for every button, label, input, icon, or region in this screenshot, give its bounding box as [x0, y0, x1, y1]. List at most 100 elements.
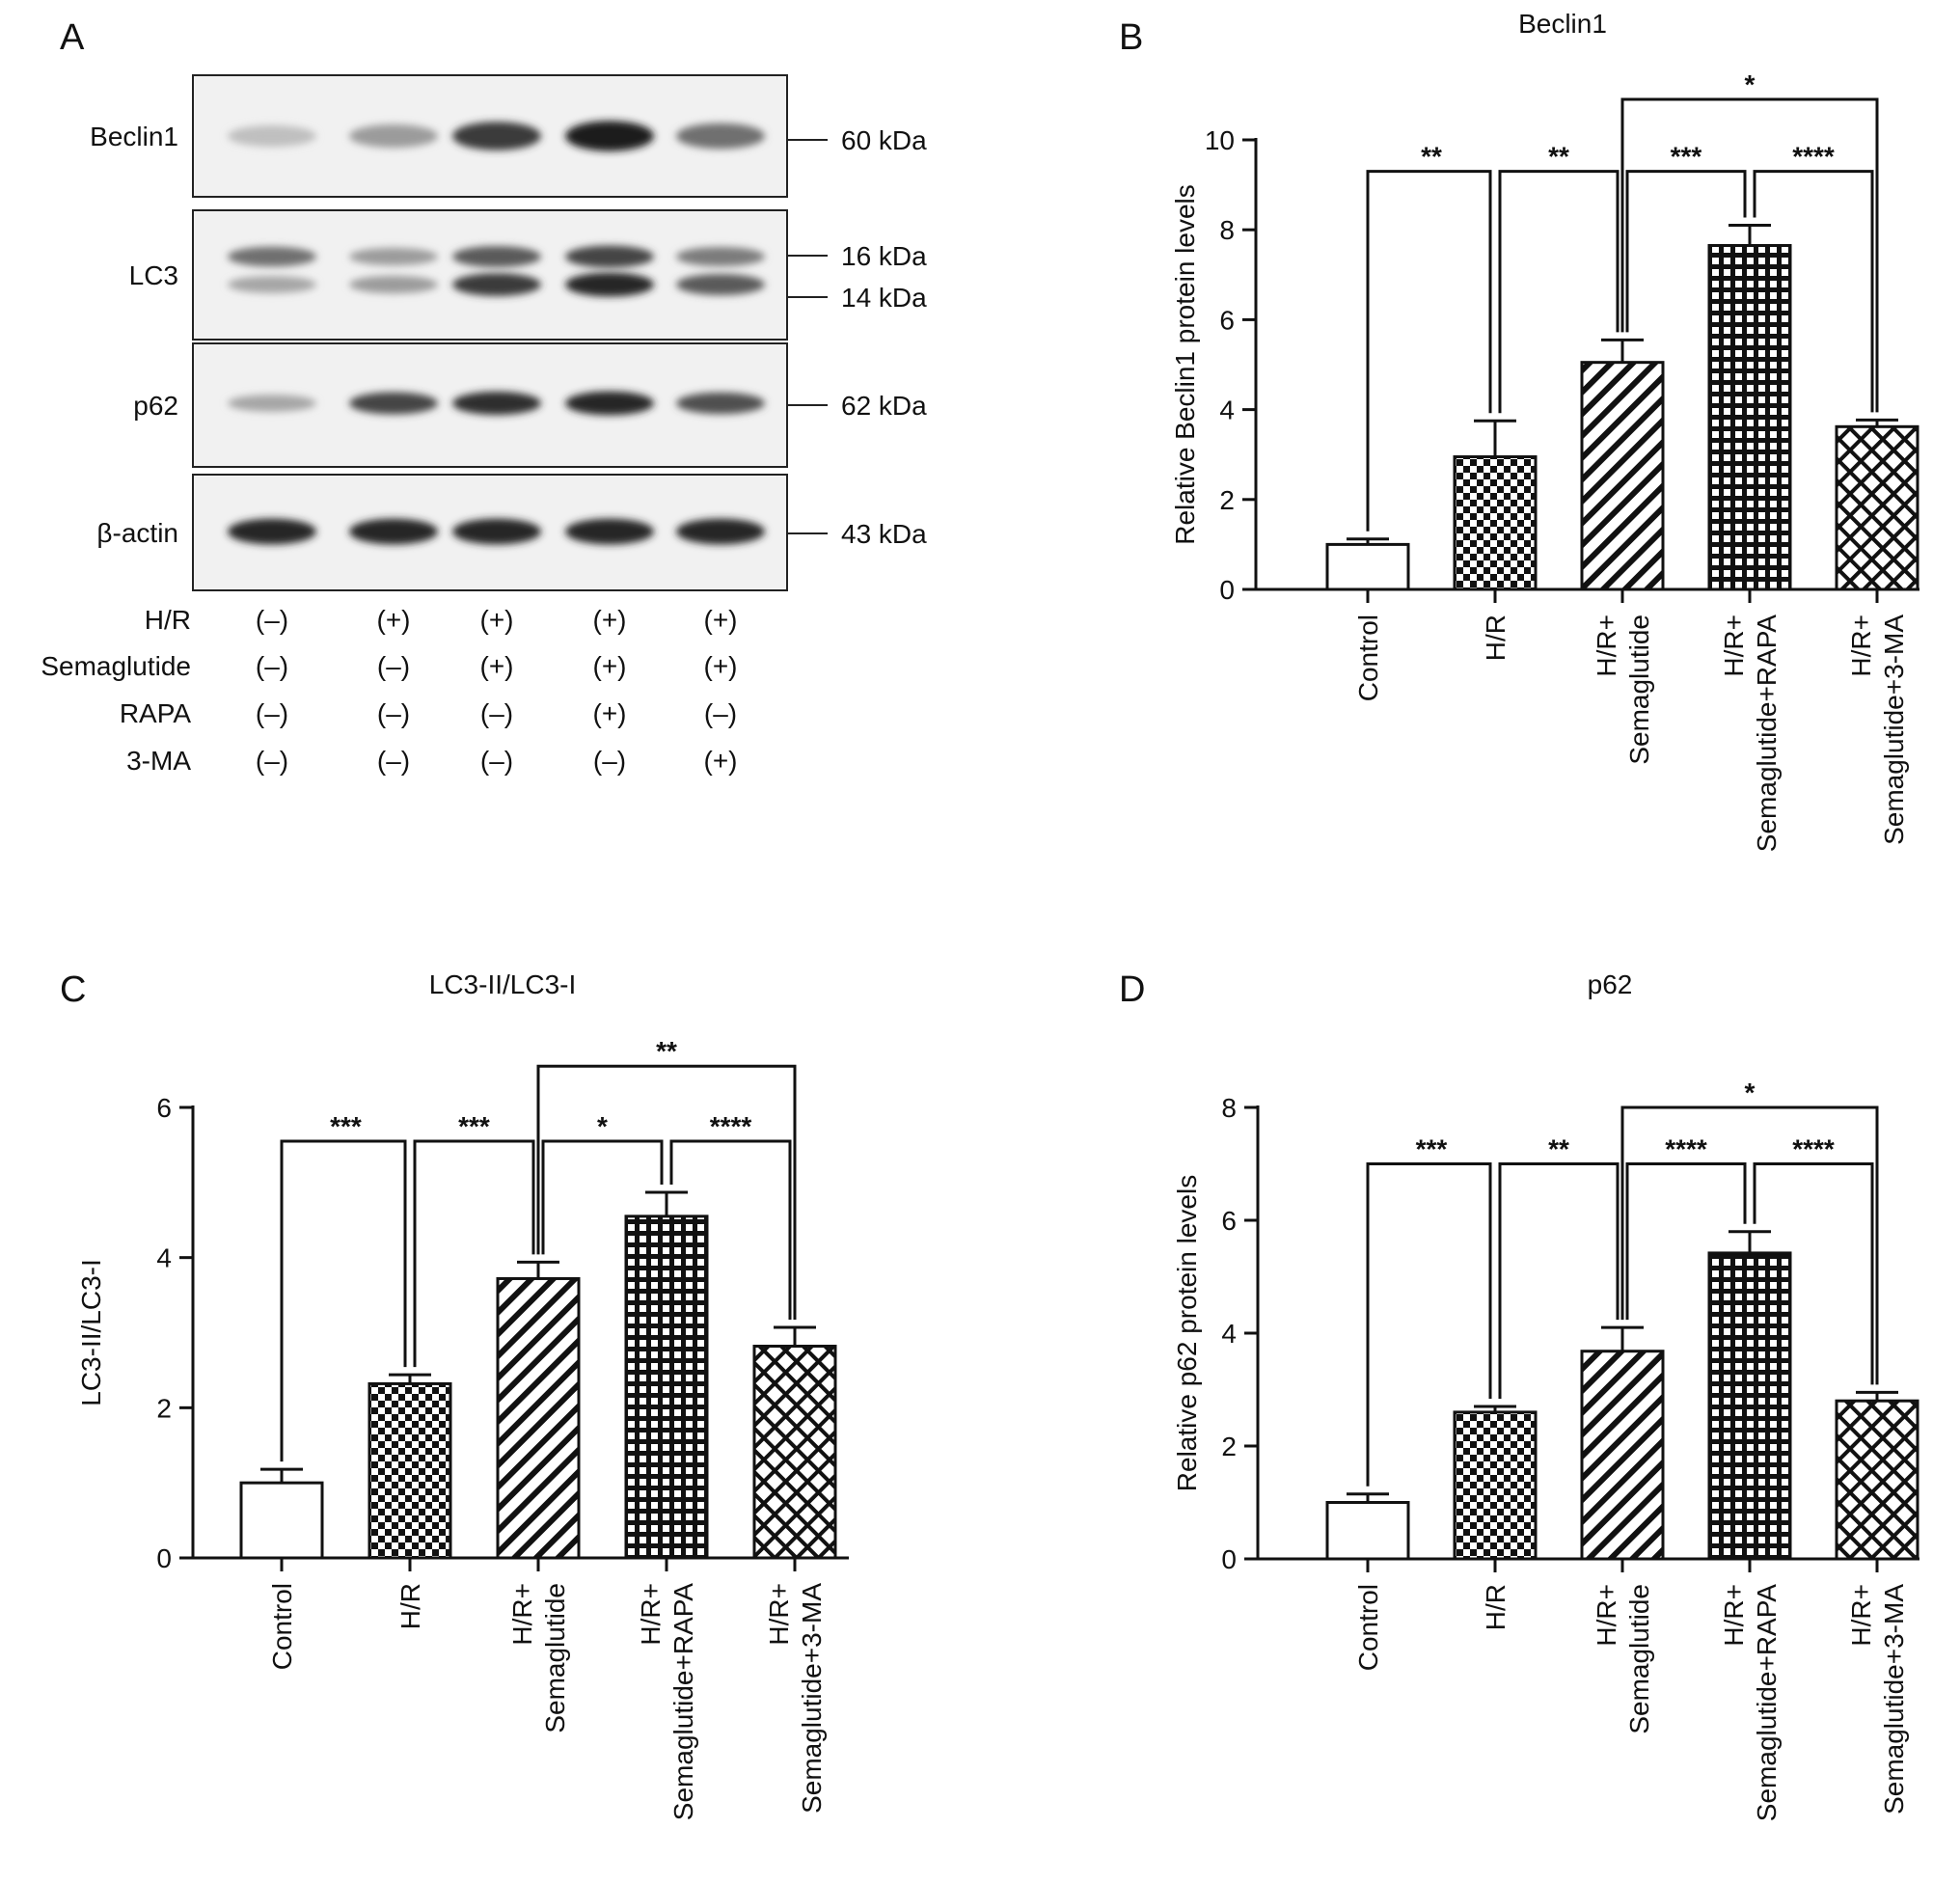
treatment-sign: (+): [704, 605, 738, 635]
x-tick-label-line: H/R+: [1846, 614, 1876, 677]
significance-bracket: [1625, 1162, 1747, 1321]
bar-h-r-semaglutide: [496, 1276, 581, 1560]
significance-bracket: [1498, 170, 1620, 414]
x-tick-label-line: Semaglutide: [1624, 1584, 1654, 1734]
band-lc3-upper-lane-5: [676, 247, 765, 266]
significance-label: ****: [1665, 1134, 1707, 1164]
bar-control: [1325, 1501, 1410, 1561]
treatment-label: 3-MA: [126, 746, 191, 776]
y-tick-label: 8: [1219, 215, 1235, 245]
treatment-sign: (+): [593, 605, 627, 635]
x-tick-label-line: H/R+: [636, 1583, 666, 1646]
x-tick-label-line: Semaglutide+RAPA: [1752, 614, 1782, 853]
y-tick-label: 10: [1205, 125, 1235, 155]
x-tick-label-line: Semaglutide: [540, 1583, 570, 1733]
y-tick-label: 4: [1219, 396, 1235, 425]
marker-label: 60 kDa: [841, 125, 927, 155]
bar-h-r-semaglutide-rapa: [624, 1214, 709, 1560]
x-tick-label-line: H/R+: [1592, 1584, 1621, 1647]
significance-bracket: [1620, 97, 1879, 413]
x-tick-label-line: Semaglutide+RAPA: [668, 1583, 698, 1821]
significance-label: ***: [1671, 142, 1702, 172]
treatment-row-h-r: H/R (–) (+) (+) (+) (+): [145, 605, 738, 635]
y-tick-label: 8: [1221, 1093, 1237, 1123]
x-tick-label-line: H/R+: [507, 1583, 537, 1646]
band-p62-lane-3: [452, 391, 541, 416]
x-tick-label: Control: [1353, 1584, 1383, 1671]
x-tick-label: H/R+ Semaglutide+RAPA: [1719, 1584, 1782, 1822]
treatment-sign: (–): [480, 698, 513, 728]
x-tick-label: H/R+ Semaglutide+RAPA: [1719, 614, 1782, 853]
x-tick-label-line: H/R+: [764, 1583, 794, 1646]
y-tick-label: 4: [1221, 1319, 1237, 1349]
panel-letter-a: A: [60, 17, 85, 58]
marker-label: 62 kDa: [841, 391, 927, 421]
blot-row-label: p62: [133, 391, 178, 421]
panel-letter-b: B: [1119, 17, 1144, 58]
marker-label: 16 kDa: [841, 241, 927, 271]
x-tick-label: H/R+ Semaglutide+RAPA: [636, 1583, 698, 1821]
x-tick-label: H/R+ Semaglutide+3-MA: [764, 1583, 827, 1814]
significance-label: *: [1745, 1078, 1756, 1107]
marker-label: 14 kDa: [841, 283, 927, 313]
y-tick-label: 6: [156, 1093, 172, 1123]
x-tick-label: H/R+ Semaglutide: [1592, 1584, 1654, 1734]
band-lc3-upper-lane-4: [565, 245, 654, 268]
bar-control: [239, 1481, 324, 1560]
bar-h-r: [368, 1381, 452, 1560]
treatment-sign: (–): [256, 605, 288, 635]
band-beclin1-lane-4: [565, 121, 654, 151]
x-tick-label: Control: [1353, 614, 1383, 701]
band-beta-actin-lane-2: [349, 518, 438, 545]
bar-h-r: [1453, 1410, 1538, 1561]
band-beclin1-lane-3: [452, 122, 541, 150]
western-blot-panel: Beclin1 60 kDa LC3 16 kDa 14 kDa p62 62 kDa β-a…: [41, 74, 927, 776]
treatment-sign: (–): [377, 651, 410, 681]
band-lc3-lower-lane-4: [565, 272, 654, 297]
bar-h-r-semaglutide: [1580, 361, 1665, 591]
significance-label: ****: [710, 1111, 752, 1141]
significance-bracket: [1366, 1162, 1492, 1487]
treatment-row-semaglutide: Semaglutide (–) (–) (+) (+) (+): [41, 651, 737, 681]
band-p62-lane-1: [228, 395, 316, 412]
x-tick-label-line: H/R+: [1846, 1584, 1876, 1647]
significance-bracket: [1753, 170, 1874, 413]
significance-bracket: [541, 1139, 664, 1255]
x-tick-label: H/R+ Semaglutide+3-MA: [1846, 1584, 1909, 1815]
x-tick-label: Control: [267, 1583, 297, 1670]
significance-label: ***: [458, 1111, 490, 1141]
treatment-sign: (+): [704, 651, 738, 681]
treatment-sign: (+): [480, 605, 514, 635]
significance-label: **: [656, 1036, 677, 1066]
x-tick-label: H/R+ Semaglutide+3-MA: [1846, 614, 1909, 845]
x-tick-label-line: Semaglutide+3-MA: [1879, 614, 1909, 845]
blot-row-label: LC3: [129, 260, 178, 290]
significance-bracket: [1625, 170, 1747, 333]
bar-h-r: [1453, 455, 1538, 591]
panel-letter-d: D: [1119, 969, 1146, 1010]
band-beta-actin-lane-1: [228, 518, 316, 545]
band-lc3-upper-lane-2: [349, 247, 438, 266]
band-beta-actin-lane-4: [565, 518, 654, 545]
x-tick-label: H/R+ Semaglutide: [507, 1583, 570, 1733]
band-p62-lane-4: [565, 391, 654, 416]
treatment-row-rapa: RAPA (–) (–) (–) (+) (–): [120, 698, 737, 728]
chart-title: p62: [1588, 969, 1633, 999]
treatment-sign: (–): [593, 746, 626, 776]
x-tick-label-line: Semaglutide: [1624, 614, 1654, 765]
y-axis-label: LC3-II/LC3-I: [76, 1259, 106, 1406]
significance-label: **: [1548, 1134, 1569, 1164]
significance-label: ****: [1792, 1134, 1835, 1164]
bar-h-r-semaglutide-3-ma: [1835, 424, 1919, 591]
bar-h-r-semaglutide-rapa: [1707, 244, 1792, 591]
blot-row-lc3: LC3 16 kDa 14 kDa: [129, 209, 927, 341]
x-tick-label: H/R: [395, 1583, 425, 1629]
chart-beclin1: Beclin1 Relative Beclin1 protein levels 0 2…: [1170, 9, 1919, 853]
chart-title: Beclin1: [1518, 9, 1607, 39]
significance-label: **: [1548, 142, 1569, 172]
band-beclin1-lane-5: [676, 123, 765, 150]
band-beclin1-lane-1: [228, 124, 316, 148]
x-tick-label-line: Control: [1353, 614, 1383, 701]
y-tick-label: 4: [156, 1243, 172, 1273]
treatment-sign: (–): [256, 698, 288, 728]
